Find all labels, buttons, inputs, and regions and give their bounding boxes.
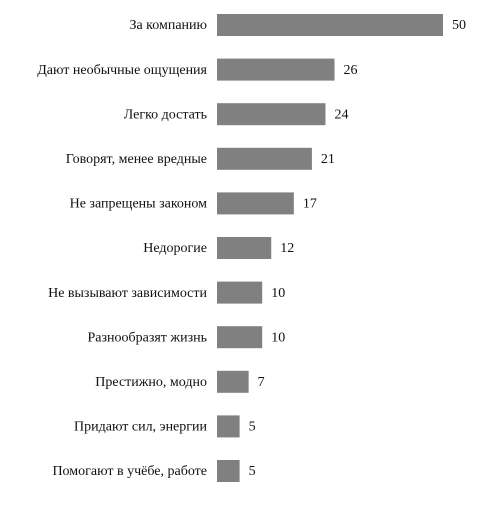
bar: [217, 58, 335, 81]
bar: [217, 192, 294, 215]
value-label: 5: [249, 464, 256, 479]
bar: [217, 281, 263, 304]
category-label: Помогают в учёбе, работе: [52, 464, 207, 479]
value-label: 24: [334, 107, 348, 122]
value-label: 10: [271, 286, 285, 301]
bar: [217, 326, 263, 349]
value-label: 50: [452, 18, 466, 33]
category-label: Престижно, модно: [95, 375, 207, 390]
bar: [217, 237, 272, 259]
category-label: Не вызывают зависимости: [48, 286, 207, 301]
bar: [217, 460, 240, 482]
bar: [217, 147, 312, 170]
bar: [217, 370, 249, 393]
bar: [217, 14, 443, 36]
value-label: 17: [303, 197, 317, 212]
value-label: 10: [271, 330, 285, 345]
category-label: Не запрещены законом: [70, 197, 208, 212]
value-label: 5: [249, 420, 256, 435]
value-label: 12: [280, 241, 294, 256]
category-label: Легко достать: [124, 107, 207, 122]
bar: [217, 415, 240, 438]
value-label: 7: [258, 375, 265, 390]
bar: [217, 103, 326, 126]
value-label: 26: [344, 63, 358, 78]
category-label: Придают сил, энергии: [74, 420, 207, 435]
value-label: 21: [321, 152, 335, 167]
category-label: Дают необычные ощущения: [37, 63, 207, 78]
category-label: Говорят, менее вредные: [66, 152, 207, 167]
category-label: Недорогие: [143, 241, 207, 256]
category-label: За компанию: [129, 18, 207, 33]
category-label: Разнообразят жизнь: [87, 330, 207, 345]
